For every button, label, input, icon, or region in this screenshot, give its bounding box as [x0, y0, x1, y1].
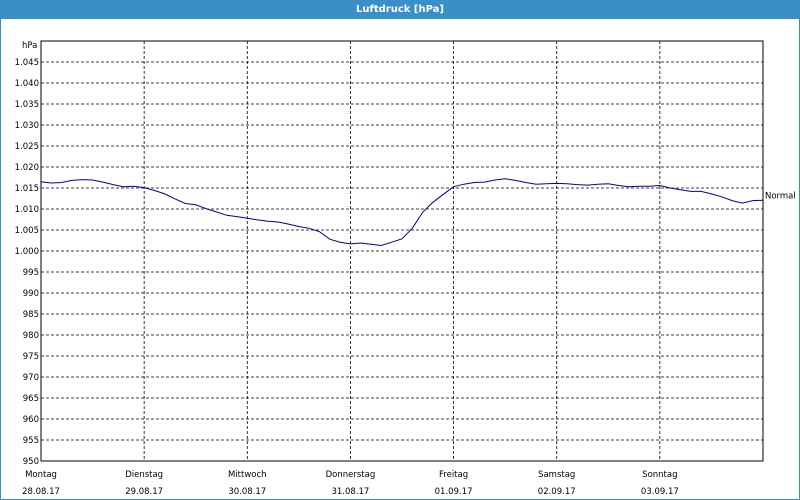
y-tick-label: 1.020 — [15, 163, 39, 173]
y-tick-label: 975 — [23, 352, 39, 362]
x-tick-date-label: 31.08.17 — [331, 487, 369, 497]
x-tick-date-label: 30.08.17 — [228, 487, 266, 497]
y-tick-label: 1.025 — [15, 142, 39, 152]
grid-lines — [41, 41, 763, 461]
x-tick-day-label: Dienstag — [125, 470, 163, 480]
x-tick-day-label: Freitag — [439, 470, 468, 480]
y-tick-label: 1.000 — [15, 247, 39, 257]
pressure-series-line — [40, 178, 764, 247]
y-tick-label: 995 — [23, 268, 39, 278]
plot-area-frame — [40, 40, 764, 462]
pressure-chart: 950 955 960 965 970 975 980 985 990 995 1.000 1.005… — [15, 40, 796, 497]
y-tick-label: 960 — [23, 415, 39, 425]
reference-line-label: Normal — [765, 191, 796, 201]
y-tick-label: 1.005 — [15, 226, 39, 236]
x-tick-day-label: Mittwoch — [228, 470, 267, 480]
x-tick-day-label: Donnerstag — [326, 470, 376, 480]
y-tick-label: 950 — [23, 457, 39, 467]
x-tick-date-label: 02.09.17 — [538, 487, 576, 497]
y-tick-label: 1.045 — [15, 58, 39, 68]
y-axis-tick-labels: 950 955 960 965 970 975 980 985 990 995 1.000 1.005… — [15, 58, 39, 467]
y-tick-label: 980 — [23, 331, 39, 341]
x-tick-day-label: Samstag — [538, 470, 575, 480]
x-tick-day-label: Sonntag — [642, 470, 677, 480]
y-tick-label: 1.035 — [15, 100, 39, 110]
y-tick-label: 955 — [23, 436, 39, 446]
y-axis-unit-label: hPa — [22, 41, 37, 51]
y-tick-label: 965 — [23, 394, 39, 404]
chart-title: Luftdruck [hPa] — [1, 1, 799, 19]
y-tick-label: 1.040 — [15, 79, 39, 89]
x-tick-date-label: 03.09.17 — [641, 487, 679, 497]
y-tick-label: 1.015 — [15, 184, 39, 194]
x-tick-date-label: 01.09.17 — [435, 487, 473, 497]
x-tick-day-label: Montag — [25, 470, 57, 480]
y-tick-label: 985 — [23, 310, 39, 320]
y-tick-label: 970 — [23, 373, 39, 383]
y-tick-label: 1.010 — [15, 205, 39, 215]
y-tick-label: 990 — [23, 289, 39, 299]
y-tick-label: 1.030 — [15, 121, 39, 131]
x-axis-tick-labels: Montag 28.08.17 Dienstag 29.08.17 Mittwoch 30… — [22, 470, 679, 497]
x-tick-date-label: 29.08.17 — [125, 487, 163, 497]
x-tick-date-label: 28.08.17 — [22, 487, 60, 497]
